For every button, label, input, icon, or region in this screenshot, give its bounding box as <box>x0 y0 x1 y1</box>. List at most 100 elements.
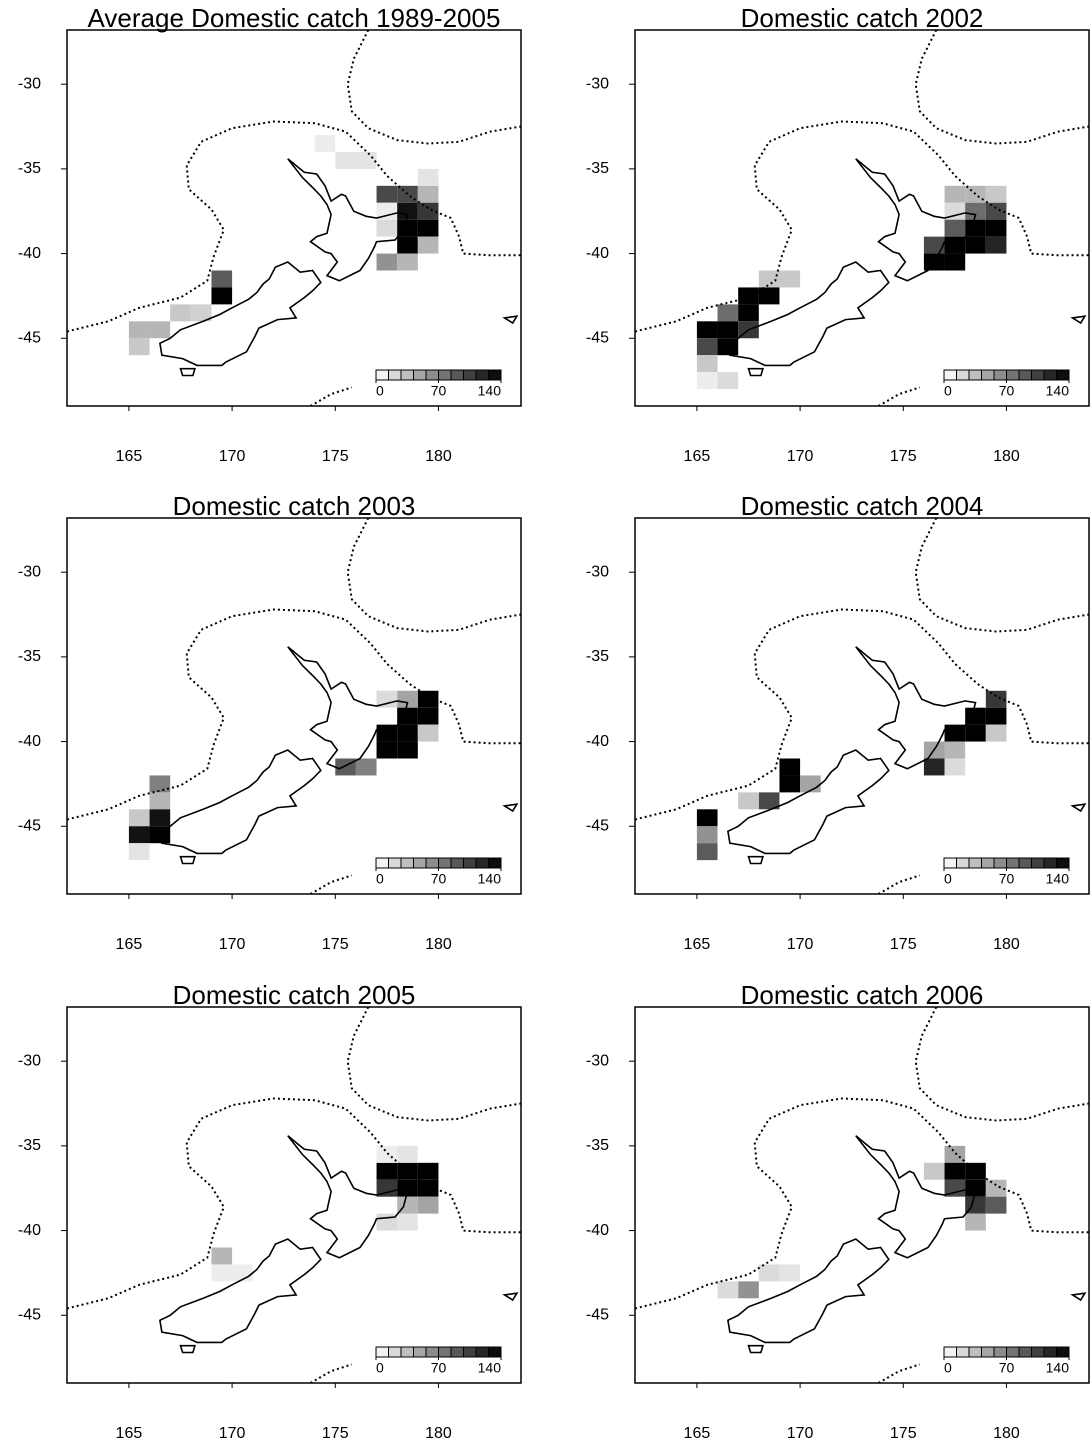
cell <box>758 287 780 305</box>
cell <box>335 151 356 169</box>
y-tick-label: -30 <box>18 75 41 92</box>
colorbar-label: 70 <box>431 1360 447 1376</box>
colorbar-step <box>438 857 452 869</box>
coastline <box>502 315 519 325</box>
cell <box>944 724 966 742</box>
eez-boundary <box>914 30 1089 145</box>
coastline <box>159 749 322 855</box>
cell <box>944 1179 966 1197</box>
cell <box>417 1162 439 1180</box>
cell <box>965 1213 986 1231</box>
chart-title: Domestic catch 2002 <box>741 3 984 33</box>
colorbar-step <box>1031 1346 1045 1358</box>
cell <box>985 185 1007 203</box>
cell <box>355 151 377 169</box>
plot-frame <box>66 1006 522 1384</box>
panel: Domestic catch 2004 -30 -35 -40 -45 165 170 175… <box>586 491 1090 953</box>
colorbar-step <box>1006 1346 1020 1358</box>
x-tick-label: 180 <box>993 936 1020 953</box>
colorbar-step <box>1018 857 1032 869</box>
colorbar-label: 0 <box>944 1360 952 1376</box>
colorbar-step <box>1043 1346 1057 1358</box>
colorbar-step <box>388 857 402 869</box>
cell <box>779 270 801 288</box>
eez-boundary <box>635 120 1089 333</box>
colorbar-label: 0 <box>944 871 952 887</box>
cell <box>149 792 171 810</box>
colorbar-step <box>1056 369 1070 381</box>
eez-boundary <box>635 608 1089 821</box>
plot-area <box>67 1007 521 1383</box>
cell <box>211 1247 233 1265</box>
cell <box>779 758 801 776</box>
cell <box>717 1281 739 1299</box>
cell <box>696 338 718 356</box>
cell <box>758 1264 780 1282</box>
eez-boundary <box>346 30 521 145</box>
colorbar-step <box>993 369 1007 381</box>
cell <box>944 758 966 776</box>
colorbar-label: 70 <box>999 1360 1015 1376</box>
cell <box>923 1162 945 1180</box>
cell <box>696 826 718 844</box>
coastline <box>727 1238 890 1344</box>
coastline <box>1070 803 1087 813</box>
x-tick-label: 180 <box>425 1425 452 1442</box>
eez-boundary <box>346 1007 521 1122</box>
colorbar-step <box>475 1346 489 1358</box>
x-tick-label: 180 <box>425 448 452 465</box>
cell <box>149 321 171 339</box>
cell <box>397 236 418 254</box>
cell <box>417 707 439 725</box>
colorbar-step <box>943 369 957 381</box>
cell <box>397 1145 418 1163</box>
colorbar-step <box>450 1346 464 1358</box>
cell <box>944 741 966 759</box>
cell <box>314 135 336 152</box>
eez-boundary <box>914 1007 1089 1122</box>
colorbar-label: 140 <box>478 383 502 399</box>
cell <box>417 724 439 742</box>
x-tick-label: 165 <box>684 936 711 953</box>
cell <box>376 253 398 271</box>
cell <box>355 758 377 776</box>
cell <box>717 304 739 322</box>
coastline <box>747 367 764 377</box>
cell <box>985 1196 1007 1214</box>
cell <box>965 1179 986 1197</box>
cell <box>128 809 150 827</box>
colorbar-step <box>1043 857 1057 869</box>
chart-title: Domestic catch 2006 <box>741 980 984 1010</box>
colorbar-step <box>413 1346 427 1358</box>
colorbar-label: 70 <box>999 871 1015 887</box>
coastline <box>502 1292 519 1302</box>
coastline <box>727 261 890 367</box>
cell <box>397 253 418 271</box>
eez-boundary <box>635 1097 1089 1310</box>
cell <box>417 1179 439 1197</box>
colorbar-step <box>413 369 427 381</box>
cell <box>149 775 171 793</box>
cell <box>190 304 212 322</box>
cell <box>717 372 739 390</box>
y-tick-label: -30 <box>586 75 609 92</box>
colorbar-step <box>1006 857 1020 869</box>
x-tick-label: 180 <box>993 448 1020 465</box>
panel: Domestic catch 2005 -30 -35 -40 -45 165 170 175… <box>18 980 522 1442</box>
colorbar-step <box>425 369 439 381</box>
cell <box>397 724 418 742</box>
eez-boundary <box>67 608 521 821</box>
colorbar-step <box>968 369 982 381</box>
colorbar-step <box>956 857 970 869</box>
colorbar-step <box>1056 857 1070 869</box>
coastline <box>159 261 322 367</box>
y-tick-label: -40 <box>586 1222 609 1239</box>
y-tick-label: -45 <box>586 329 609 346</box>
cell <box>696 843 718 861</box>
cell <box>211 287 233 305</box>
colorbar-step <box>375 1346 389 1358</box>
y-tick-label: -30 <box>586 1052 609 1069</box>
colorbar-step <box>968 1346 982 1358</box>
x-tick-label: 165 <box>116 1425 143 1442</box>
